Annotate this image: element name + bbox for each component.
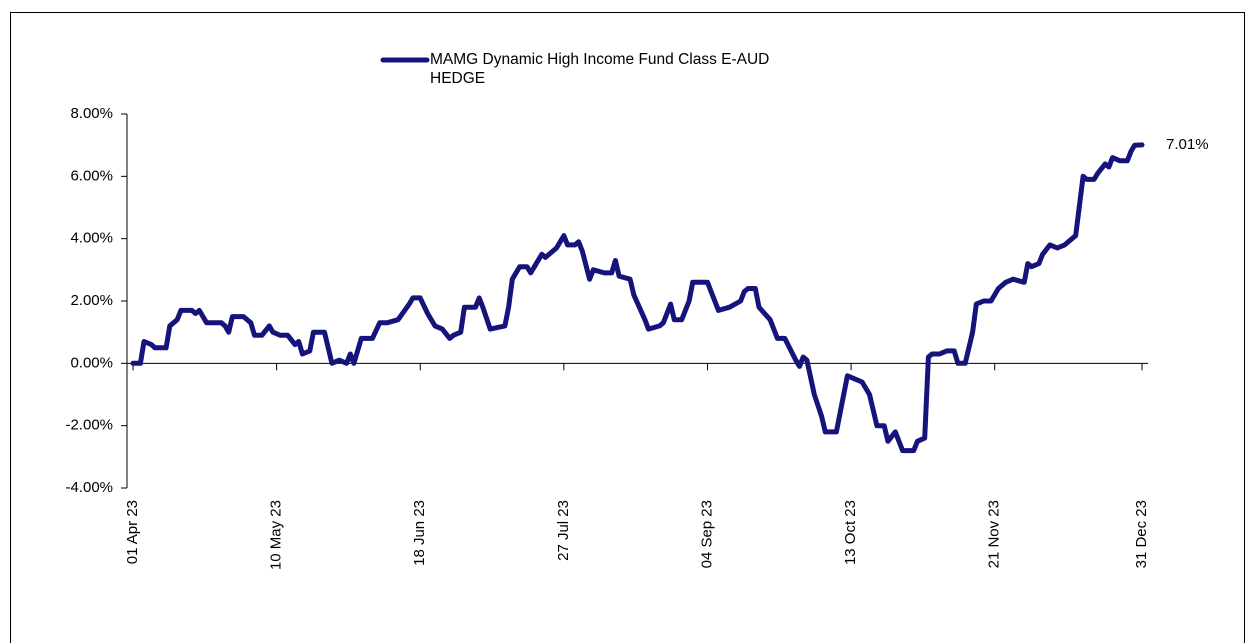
end-value-label: 7.01% [1166, 136, 1209, 153]
x-tick-label: 31 Dec 23 [1133, 500, 1150, 568]
x-tick-label: 13 Oct 23 [842, 500, 859, 565]
y-tick-label: 8.00% [70, 105, 113, 122]
frame [10, 12, 1245, 643]
y-tick-label: -4.00% [65, 479, 113, 496]
x-tick-label: 10 May 23 [268, 500, 285, 570]
legend-label: MAMG Dynamic High Income Fund Class E-AU… [430, 51, 770, 87]
y-tick-label: -2.00% [65, 417, 113, 434]
x-tick-label: 27 Jul 23 [555, 500, 572, 561]
x-tick-label: 21 Nov 23 [986, 500, 1003, 568]
x-tick-label: 01 Apr 23 [124, 500, 141, 564]
y-tick-label: 2.00% [70, 292, 113, 309]
legend-box: MAMG Dynamic High Income Fund Class E-AU… [430, 51, 770, 87]
series-line [130, 142, 1145, 454]
y-tick-label: 0.00% [70, 354, 113, 371]
y-tick-label: 6.00% [70, 167, 113, 184]
x-tick-label: 04 Sep 23 [698, 500, 715, 568]
x-tick-label: 18 Jun 23 [411, 500, 428, 566]
y-tick-label: 4.00% [70, 230, 113, 247]
